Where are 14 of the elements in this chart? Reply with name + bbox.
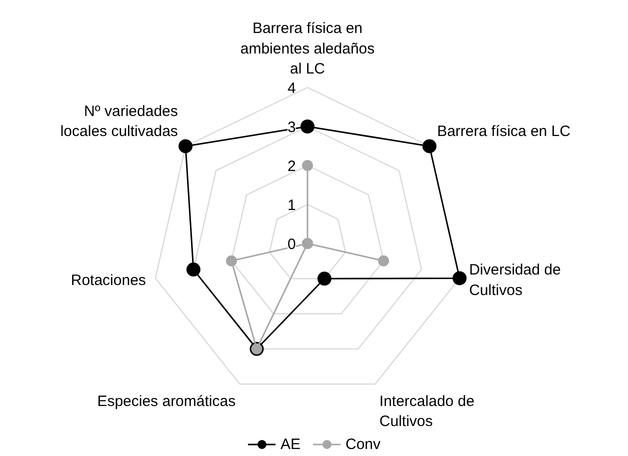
y-tick-label: 1 bbox=[287, 197, 296, 214]
spoke-label: Diversidad de Cultivos bbox=[469, 262, 561, 300]
y-tick-label: 3 bbox=[287, 119, 296, 136]
y-tick-label: 2 bbox=[287, 158, 296, 175]
legend-label: Conv bbox=[345, 436, 381, 452]
spoke-label: Especies aromáticas bbox=[97, 392, 236, 410]
spoke-label: Barrera física en ambientes aledaños al LC bbox=[240, 20, 375, 78]
spoke-label: Rotaciones bbox=[70, 272, 146, 289]
y-tick-label: 0 bbox=[287, 236, 296, 253]
spoke-label: Nº variedades locales cultivadas bbox=[60, 102, 178, 140]
spoke-label: Intercalado de Cultivos bbox=[379, 392, 474, 430]
spoke-label: Barrera física en LC bbox=[437, 123, 571, 140]
legend-label: AE bbox=[280, 436, 300, 452]
y-tick-label: 4 bbox=[287, 80, 296, 97]
